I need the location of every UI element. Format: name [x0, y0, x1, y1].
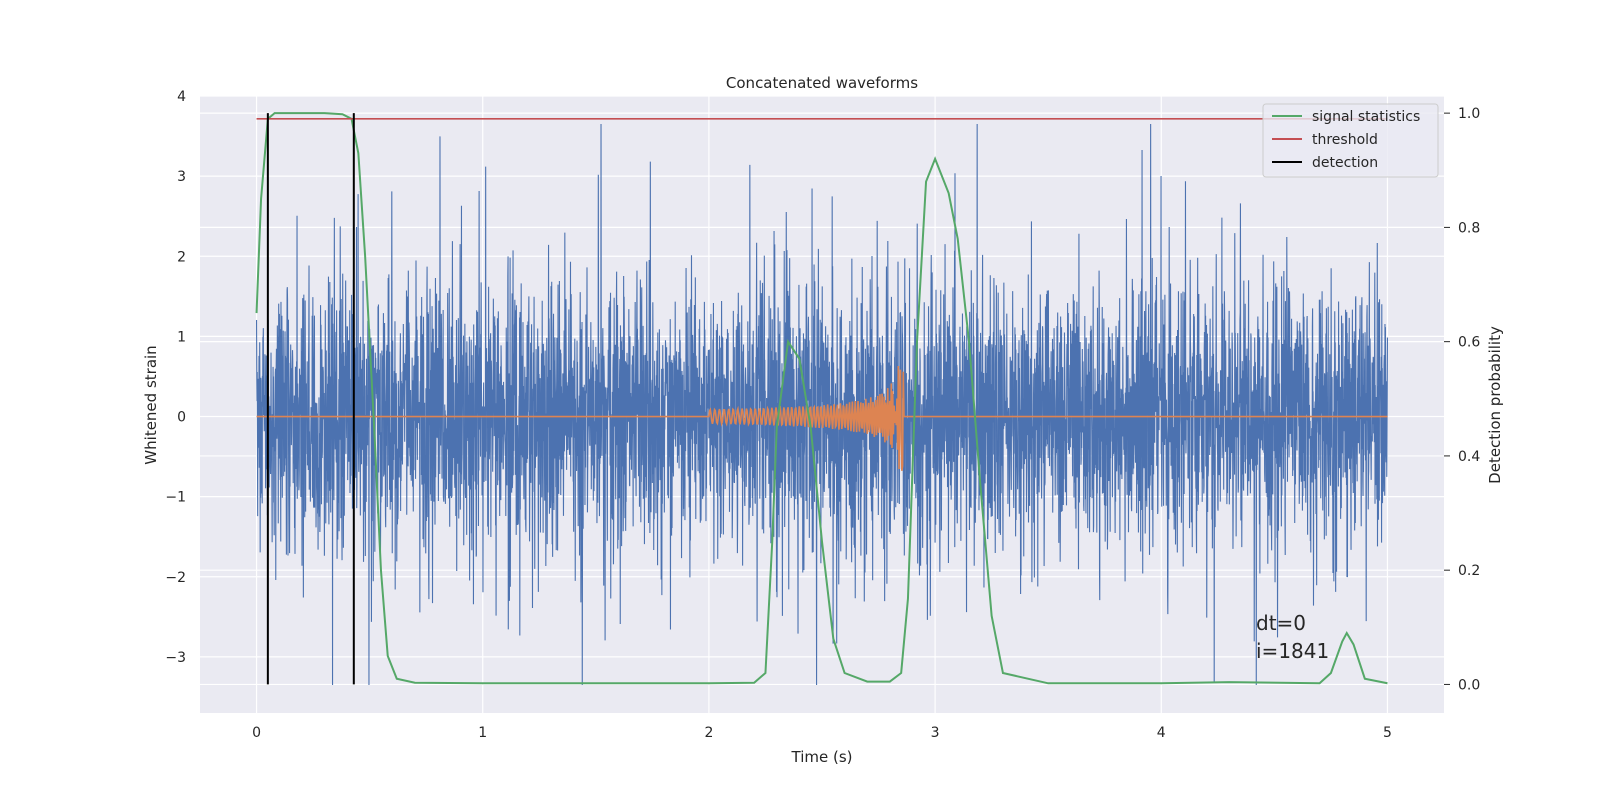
y-tick-label-right: 0.4: [1458, 449, 1480, 465]
y-axis-label-left: Whitened strain: [142, 345, 160, 464]
strain-line: [256, 124, 1388, 685]
annotation-dt: dt=0: [1256, 611, 1306, 635]
x-tick-label: 4: [1157, 725, 1166, 741]
annotation-index: i=1841: [1256, 639, 1329, 663]
x-tick-label: 3: [931, 725, 940, 741]
y-tick-label-left: 1: [177, 329, 186, 345]
x-tick-label: 0: [252, 725, 261, 741]
y-tick-label-left: 0: [177, 410, 186, 426]
x-tick-label: 5: [1383, 725, 1392, 741]
x-tick-label: 2: [704, 725, 713, 741]
y-tick-label-right: 0.2: [1458, 563, 1480, 579]
y-tick-label-left: −1: [165, 490, 186, 506]
y-tick-label-left: 3: [177, 169, 186, 185]
signal-statistics-line: [255, 112, 1388, 685]
y-tick-label-left: 4: [177, 89, 186, 105]
y-tick-label-left: −2: [165, 570, 186, 586]
legend-label-detection: detection: [1312, 155, 1378, 171]
legend-box: [1262, 103, 1439, 178]
right-axis-series: [255, 112, 1388, 685]
y-tick-label-left: 2: [177, 249, 186, 265]
legend-label-threshold: threshold: [1312, 132, 1378, 148]
y-tick-label-right: 1.0: [1458, 106, 1480, 122]
y-tick-label-right: 0.6: [1458, 335, 1480, 351]
injection-series: [256, 366, 1388, 471]
y-tick-label-right: 0.8: [1458, 220, 1480, 236]
x-axis-label: Time (s): [791, 748, 853, 766]
ticks: 0 1 2 3 4 5 −3 −2 −1 0 1 2 3 4 0.0 0.2 0.4 0.6 0.8 1.0: [165, 89, 1480, 741]
legend-label-signal-statistics: signal statistics: [1312, 109, 1420, 125]
x-tick-label: 1: [478, 725, 487, 741]
y-tick-label-left: −3: [165, 650, 186, 666]
y-tick-label-right: 0.0: [1458, 677, 1480, 693]
strain-series: [256, 124, 1388, 685]
injection-line: [256, 366, 1388, 471]
y-axis-label-right: Detection probability: [1486, 326, 1504, 484]
legend: signal statistics threshold detection: [1262, 103, 1439, 178]
chart-title: Concatenated waveforms: [726, 74, 918, 92]
